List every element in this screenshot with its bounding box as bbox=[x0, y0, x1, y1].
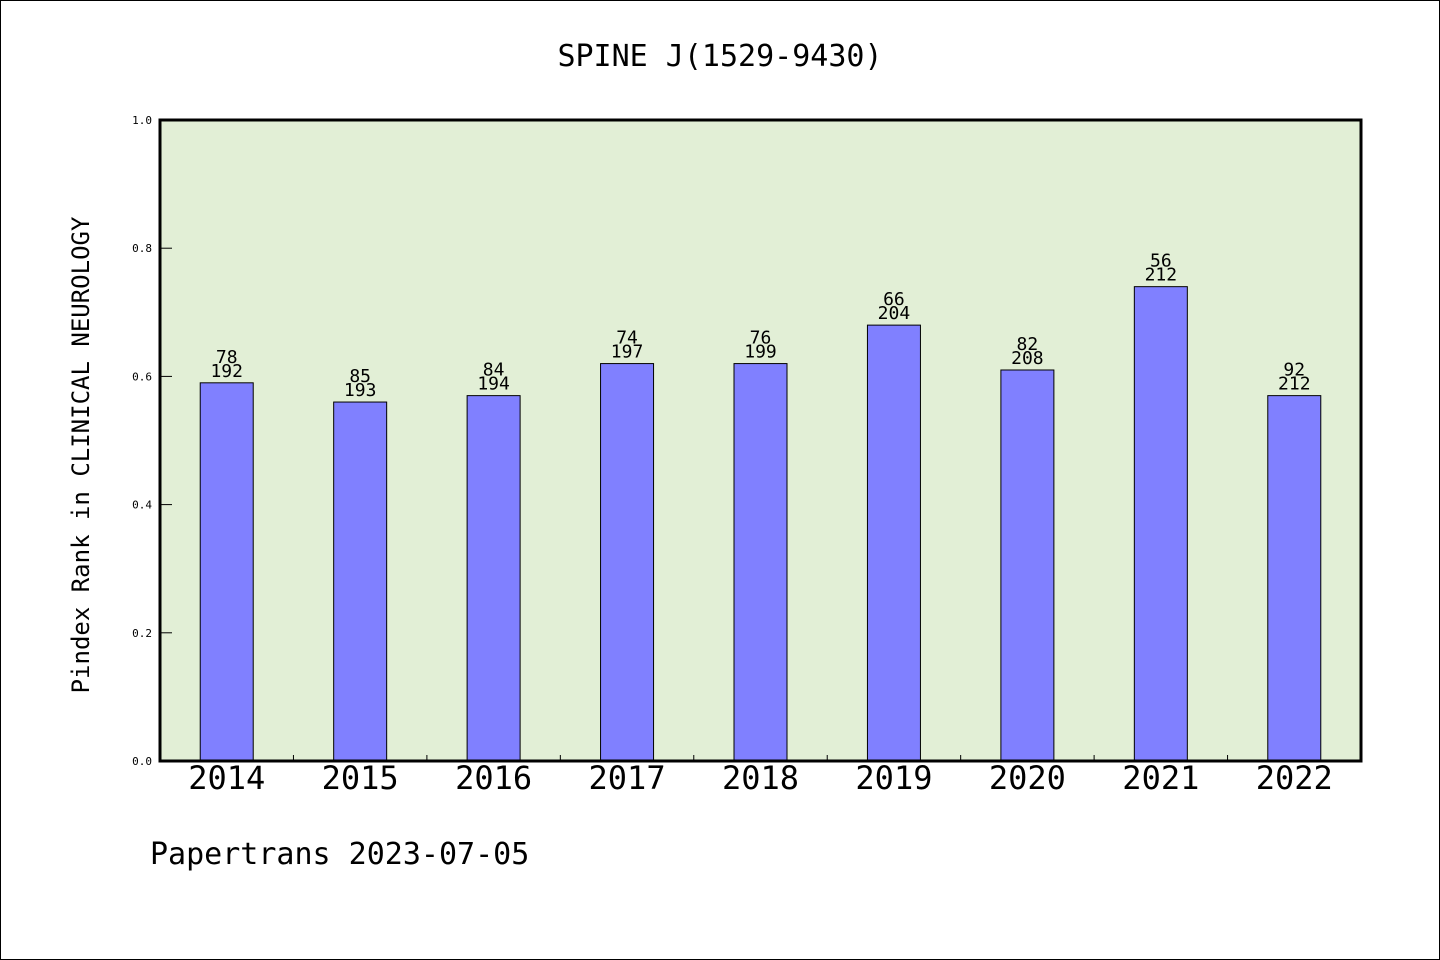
y-tick-label: 0.8 bbox=[132, 242, 152, 255]
total-label: 212 bbox=[1145, 265, 1178, 286]
total-label: 199 bbox=[744, 342, 777, 363]
x-tick-label: 2022 bbox=[1256, 759, 1333, 797]
total-label: 197 bbox=[611, 342, 644, 363]
rank-label: 85 bbox=[349, 366, 371, 387]
bar-2021 bbox=[1133, 286, 1188, 762]
total-label: 192 bbox=[210, 361, 243, 382]
bar-2016 bbox=[466, 395, 521, 762]
plot-border bbox=[158, 118, 1363, 763]
x-tick-label: 2015 bbox=[322, 759, 399, 797]
bar-2017 bbox=[600, 363, 655, 762]
bar-2018 bbox=[733, 363, 788, 762]
x-tick-label: 2020 bbox=[989, 759, 1066, 797]
total-label: 204 bbox=[878, 303, 911, 324]
y-tick-label: 1.0 bbox=[132, 114, 152, 127]
y-tick-label: 0.0 bbox=[132, 755, 152, 768]
rank-label: 56 bbox=[1150, 251, 1172, 272]
x-tick-label: 2018 bbox=[722, 759, 799, 797]
x-tick-label: 2019 bbox=[855, 759, 932, 797]
x-tick-label: 2016 bbox=[455, 759, 532, 797]
x-tick-label: 2021 bbox=[1122, 759, 1199, 797]
x-tick-label: 2014 bbox=[188, 759, 265, 797]
y-tick-label: 0.2 bbox=[132, 627, 152, 640]
rank-label: 92 bbox=[1283, 360, 1305, 381]
total-label: 194 bbox=[477, 374, 510, 395]
bar-2014 bbox=[199, 382, 254, 762]
rank-label: 76 bbox=[750, 328, 772, 349]
y-axis-label: Pindex Rank in CLINICAL NEUROLOGY bbox=[67, 216, 95, 693]
bar-2015 bbox=[333, 401, 388, 762]
footer-text: Papertrans 2023-07-05 bbox=[150, 837, 529, 872]
rank-label: 78 bbox=[216, 347, 238, 368]
total-label: 208 bbox=[1011, 348, 1044, 369]
bar-2020 bbox=[1000, 369, 1055, 762]
y-tick-label: 0.6 bbox=[132, 370, 152, 383]
bar-2022 bbox=[1267, 395, 1322, 762]
rank-label: 74 bbox=[616, 328, 638, 349]
rank-label: 66 bbox=[883, 289, 905, 310]
total-label: 193 bbox=[344, 380, 377, 401]
bars-layer bbox=[199, 286, 1322, 762]
bar-2019 bbox=[866, 324, 921, 762]
rank-label: 82 bbox=[1017, 334, 1039, 355]
y-tick-label: 0.4 bbox=[132, 499, 152, 512]
chart-title: SPINE J(1529-9430) bbox=[557, 39, 882, 74]
total-label: 212 bbox=[1278, 374, 1311, 395]
rank-label: 84 bbox=[483, 360, 505, 381]
x-tick-label: 2017 bbox=[589, 759, 666, 797]
